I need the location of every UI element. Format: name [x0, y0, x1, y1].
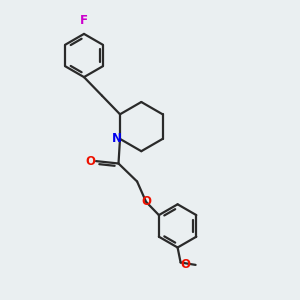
Text: O: O: [141, 195, 151, 208]
Text: O: O: [180, 257, 190, 271]
Text: F: F: [80, 14, 88, 27]
Text: N: N: [111, 132, 122, 146]
Text: O: O: [85, 154, 95, 168]
